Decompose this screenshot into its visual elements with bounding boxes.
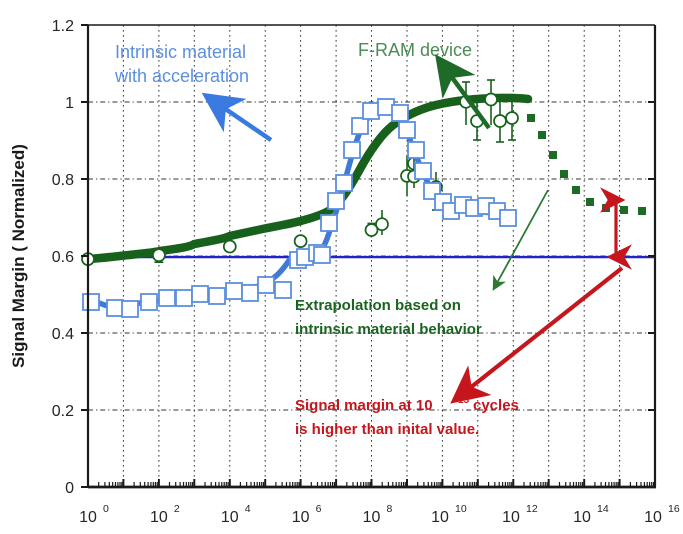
data-point [375, 210, 389, 235]
x-tick-label-1e6: 10 6 [292, 503, 322, 526]
x-tick-mantissa: 10 [292, 509, 310, 526]
data-point [499, 209, 517, 227]
data-point [106, 299, 124, 317]
x-tick-exponent: 8 [387, 503, 393, 515]
x-tick-label-1e8: 10 8 [363, 503, 393, 526]
intrinsic-label-arrow [201, 92, 273, 142]
data-point [293, 234, 308, 248]
data-point [225, 282, 243, 300]
x-tick-label-1e16: 10 16 [644, 503, 680, 526]
extrapolation-label-line1: Extrapolation based on [295, 297, 461, 314]
red-note-line1-post: cycles [473, 397, 519, 414]
x-tick-exponent: 16 [668, 503, 680, 515]
x-tick-mantissa: 10 [79, 509, 97, 526]
data-point [391, 104, 409, 122]
x-tick-mantissa: 10 [221, 509, 239, 526]
y-tick-label-0-4: 0.4 [52, 326, 74, 343]
x-tick-exponent: 6 [316, 503, 322, 515]
y-tick-label-0-2: 0.2 [52, 403, 74, 420]
intrinsic-label-line2: with acceleration [114, 66, 249, 86]
fram-label: F-RAM device [358, 40, 472, 60]
y-tick-label-0: 0 [65, 480, 74, 497]
data-point [484, 79, 498, 125]
x-tick-exponent: 10 [455, 503, 467, 515]
y-tick-label-1: 1 [65, 95, 74, 112]
data-point [407, 141, 425, 159]
y-axis-ticks [81, 24, 88, 488]
red-note-line2: is higher than inital value. [295, 421, 479, 438]
y-axis-ticks-right [648, 101, 655, 411]
x-tick-mantissa: 10 [573, 509, 591, 526]
data-point [364, 222, 379, 238]
x-tick-label-1e4: 10 4 [221, 503, 251, 526]
red-note-arrow [450, 266, 624, 404]
data-point [351, 117, 369, 135]
red-note-line1-pre: Signal margin at 10 [295, 397, 433, 414]
x-tick-mantissa: 10 [363, 509, 381, 526]
data-point [398, 121, 416, 139]
data-point [208, 287, 226, 305]
y-tick-label-0-8: 0.8 [52, 172, 74, 189]
intrinsic-label-line1: Intrinsic material [115, 42, 246, 62]
red-note-line1-sup: 15 [458, 395, 470, 406]
data-point [140, 293, 158, 311]
data-point [313, 246, 331, 264]
x-axis-major-ticks [87, 479, 656, 487]
x-tick-label-1e10: 10 10 [431, 503, 467, 526]
x-tick-exponent: 14 [597, 503, 609, 515]
y-tick-label-1-2: 1.2 [52, 18, 74, 35]
x-tick-mantissa: 10 [150, 509, 168, 526]
x-tick-exponent: 2 [174, 503, 180, 515]
data-point [191, 285, 209, 303]
y-axis-title: Signal Margin ( Normalized) [9, 144, 28, 368]
extrapolation-label-arrow [492, 189, 549, 291]
x-tick-label-1e2: 10 2 [150, 503, 180, 526]
data-point [241, 284, 259, 302]
data-point [327, 192, 345, 210]
data-point [152, 247, 166, 264]
data-point [158, 289, 176, 307]
x-axis-minor-ticks [98, 482, 655, 487]
data-point [121, 300, 139, 318]
data-point [175, 289, 193, 307]
data-point [320, 214, 338, 232]
data-point [335, 174, 353, 192]
extrapolation-label-line2: intrinsic material behavior [295, 321, 482, 338]
red-note-line1: Signal margin at 10 15 cycles [295, 395, 519, 414]
data-point [362, 102, 380, 120]
x-tick-label-1e14: 10 14 [573, 503, 609, 526]
x-tick-exponent: 4 [245, 503, 251, 515]
data-point [222, 239, 237, 254]
fram-label-arrow [435, 54, 491, 130]
data-point [343, 141, 361, 159]
x-tick-mantissa: 10 [644, 509, 662, 526]
data-point [257, 276, 275, 294]
y-tick-label-0-6: 0.6 [52, 249, 74, 266]
x-tick-mantissa: 10 [431, 509, 449, 526]
data-point [274, 281, 292, 299]
x-tick-exponent: 12 [526, 503, 538, 515]
x-tick-label-1e12: 10 12 [502, 503, 538, 526]
data-point [414, 162, 432, 180]
x-tick-exponent: 0 [103, 503, 109, 515]
x-tick-mantissa: 10 [502, 509, 520, 526]
intrinsic-material-datapoints [82, 98, 517, 318]
x-tick-label-1e0: 10 0 [79, 503, 109, 526]
data-point [505, 96, 519, 141]
data-point [82, 293, 100, 311]
